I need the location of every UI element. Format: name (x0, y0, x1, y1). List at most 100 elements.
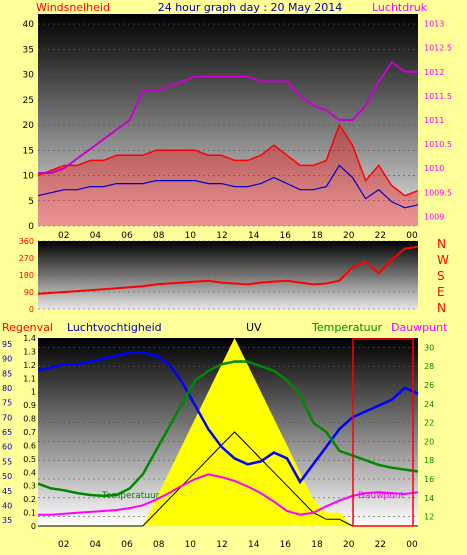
p1-right-tick-1: 1009.5 (424, 188, 452, 197)
x-tick-panel3-6: 14 (248, 540, 260, 550)
p3-humidity-tick-4: 55 (2, 457, 12, 466)
x-tick-panel3-0: 02 (58, 540, 69, 550)
x-tick-panel1-6: 14 (248, 231, 260, 241)
x-tick-panel1-8: 18 (311, 231, 323, 241)
x-tick-panel1-1: 04 (90, 231, 102, 241)
compass-label-1: W (437, 253, 449, 267)
p1-right-tick-5: 1011.5 (424, 92, 452, 101)
p1-right-tick-8: 1013 (424, 20, 444, 29)
wind-line (37, 123, 419, 197)
x-tick-panel1-7: 16 (280, 231, 292, 241)
p3-temp-tick-2: 16 (424, 475, 434, 484)
p1-left-tick-2: 10 (23, 172, 35, 182)
label-temperature: Temperatuur (311, 321, 383, 334)
p2-tick-3: 270 (19, 254, 34, 263)
p1-left-tick-8: 40 (23, 20, 35, 30)
x-tick-panel3-5: 12 (216, 540, 227, 550)
p2-tick-4: 360 (19, 237, 34, 246)
label-regenval: Regenval (2, 321, 53, 334)
x-tick-panel3-10: 22 (375, 540, 386, 550)
p3-uv-tick-13: 1.3 (23, 347, 36, 356)
p1-right-tick-3: 1010.5 (424, 140, 452, 149)
p1-right-tick-7: 1012.5 (424, 44, 452, 53)
p3-humidity-tick-7: 70 (2, 413, 12, 422)
p3-uv-tick-0: 0 (31, 522, 36, 531)
p2-tick-2: 180 (19, 271, 34, 280)
p3-temp-tick-3: 18 (424, 456, 434, 465)
p3-humidity-tick-3: 50 (2, 472, 12, 481)
p1-right-tick-6: 1012 (424, 68, 444, 77)
p3-temp-tick-6: 24 (424, 400, 434, 409)
p3-uv-tick-7: 0.7 (23, 428, 36, 437)
x-tick-panel3-7: 16 (280, 540, 292, 550)
p1-right-tick-4: 1011 (424, 116, 444, 125)
compass-label-0: N (437, 237, 446, 251)
rain-period-box (352, 338, 414, 527)
p3-humidity-tick-0: 35 (2, 516, 12, 525)
wind-area (38, 125, 418, 226)
p3-temp-tick-1: 14 (424, 494, 434, 503)
p3-uv-tick-11: 1.1 (23, 374, 36, 383)
x-tick-panel1-0: 02 (58, 231, 69, 241)
x-tick-panel1-5: 12 (216, 231, 227, 241)
p1-left-tick-7: 35 (23, 45, 34, 55)
x-tick-panel3-11: 00 (406, 540, 418, 550)
p1-left-tick-5: 25 (23, 96, 34, 106)
p3-uv-tick-8: 0.8 (23, 415, 36, 424)
x-tick-panel1-2: 06 (121, 231, 133, 241)
chart-title: 24 hour graph day : 20 May 2014 (158, 1, 343, 14)
p3-humidity-tick-2: 45 (2, 487, 12, 496)
p3-uv-tick-9: 0.9 (23, 401, 36, 410)
label-dewpoint: Dauwpunt (391, 321, 448, 334)
p3-humidity-tick-1: 40 (2, 501, 12, 510)
wind-avg-line (37, 164, 419, 209)
p3-temp-tick-8: 28 (424, 362, 434, 371)
compass-label-2: S (437, 269, 445, 283)
p1-left-tick-1: 5 (28, 197, 34, 207)
p3-uv-tick-10: 1 (31, 388, 36, 397)
left-axis-title: Windsnelheid (36, 1, 110, 14)
right-axis-title: Luchtdruk (372, 1, 428, 14)
x-tick-panel1-3: 08 (153, 231, 165, 241)
p3-humidity-tick-8: 75 (2, 399, 12, 408)
x-tick-panel3-1: 04 (90, 540, 102, 550)
p3-uv-tick-2: 0.2 (23, 495, 36, 504)
p2-tick-1: 90 (24, 288, 34, 297)
humidity-line (37, 351, 419, 485)
p3-uv-tick-3: 0.3 (23, 482, 36, 491)
p1-left-tick-4: 20 (23, 121, 35, 131)
compass-label-4: N (437, 301, 446, 315)
x-tick-panel3-4: 10 (185, 540, 197, 550)
p3-humidity-tick-5: 60 (2, 443, 12, 452)
x-tick-panel1-11: 00 (406, 231, 418, 241)
p3-uv-tick-6: 0.6 (23, 441, 36, 450)
p1-left-tick-3: 15 (23, 146, 34, 156)
compass-label-3: E (437, 285, 445, 299)
x-tick-panel1-10: 22 (375, 231, 386, 241)
p1-left-tick-0: 0 (28, 222, 34, 232)
p1-right-tick-0: 1009 (424, 212, 444, 221)
p3-temp-tick-0: 12 (424, 513, 434, 522)
p3-uv-tick-1: 0.1 (23, 509, 36, 518)
p3-temp-tick-9: 30 (424, 343, 434, 352)
p1-right-tick-2: 1010 (424, 164, 444, 173)
x-tick-panel3-8: 18 (311, 540, 323, 550)
x-tick-panel3-9: 20 (343, 540, 355, 550)
p2-tick-0: 0 (29, 305, 34, 314)
p3-temp-tick-4: 20 (424, 437, 434, 446)
p3-temp-tick-7: 26 (424, 381, 434, 390)
p3-temp-tick-5: 22 (424, 419, 434, 428)
p3-humidity-tick-9: 80 (2, 384, 12, 393)
x-tick-panel3-2: 06 (121, 540, 133, 550)
p3-uv-tick-4: 0.4 (23, 468, 36, 477)
p3-uv-tick-5: 0.5 (23, 455, 36, 464)
solar-area (38, 338, 418, 526)
p3-uv-tick-12: 1.2 (23, 361, 36, 370)
p3-uv-tick-14: 1.4 (23, 334, 36, 343)
p3-humidity-tick-11: 90 (2, 355, 12, 364)
label-uv: UV (246, 321, 262, 334)
p3-humidity-tick-6: 65 (2, 428, 12, 437)
dewpoint-line (38, 473, 419, 516)
label-humidity: Luchtvochtigheid (67, 321, 162, 334)
